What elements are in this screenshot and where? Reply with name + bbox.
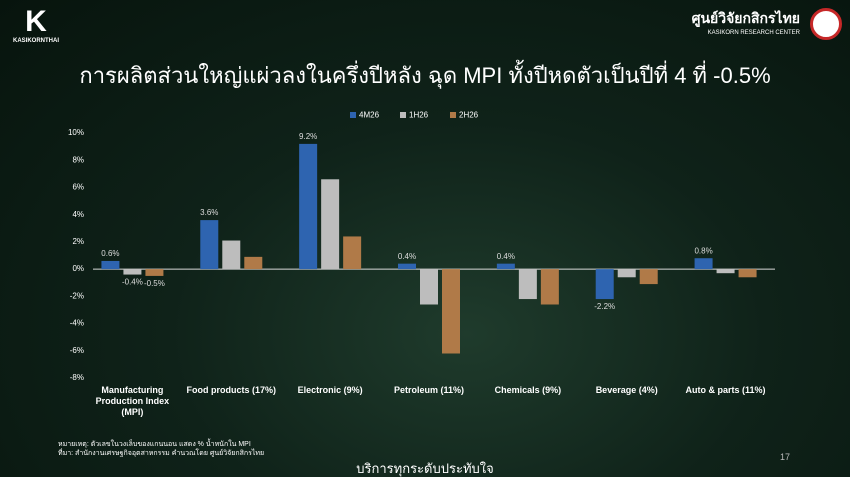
y-tick-label: 4%	[72, 210, 84, 219]
brand-en: KASIKORN RESEARCH CENTER	[707, 30, 800, 36]
bar	[420, 269, 438, 305]
x-tick-label: Beverage (4%)	[595, 385, 658, 395]
bar	[123, 269, 142, 275]
logo-mark: K	[25, 5, 47, 38]
notes: หมายเหตุ: ตัวเลขในวงเล็บของแกนนอน แสดง %…	[58, 440, 264, 458]
y-tick-label: 6%	[72, 183, 84, 192]
bar	[343, 236, 362, 270]
bar	[321, 179, 340, 270]
bar	[101, 260, 120, 270]
bar	[639, 269, 658, 285]
value-label: -2.2%	[594, 302, 615, 311]
y-tick-label: 0%	[72, 264, 84, 273]
bar	[738, 269, 757, 278]
bar	[398, 263, 416, 270]
value-label: 3.6%	[200, 208, 218, 217]
legend-swatch	[400, 112, 406, 118]
logo-text: KASIKORNTHAI	[13, 38, 59, 44]
bar	[595, 269, 614, 300]
x-tick-label: Food products (17%)	[186, 385, 277, 395]
bar	[540, 269, 559, 305]
bar	[244, 256, 263, 270]
brand-th: ศูนย์วิจัยกสิกรไทย	[691, 10, 800, 26]
bar	[617, 269, 636, 278]
value-label: 0.4%	[398, 252, 416, 261]
logo: K KASIKORNTHAI	[8, 5, 64, 45]
value-label: -0.5%	[144, 279, 165, 288]
legend-swatch	[350, 112, 356, 118]
slogan: บริการทุกระดับประทับใจ	[356, 461, 494, 476]
x-tick-label: Manufacturing Production Index (MPI)	[95, 385, 170, 417]
bar	[518, 269, 537, 300]
y-tick-label: -6%	[70, 346, 84, 355]
y-tick-label: 2%	[72, 237, 84, 246]
brand-icon	[810, 8, 842, 40]
x-tick-label: Auto & parts (11%)	[685, 385, 766, 395]
y-tick-label: -8%	[70, 373, 84, 382]
x-tick-label: Chemicals (9%)	[494, 385, 562, 395]
bar	[200, 220, 219, 270]
legend-label: 2H26	[459, 111, 479, 120]
bar	[694, 258, 713, 270]
value-label: -0.4%	[122, 278, 143, 287]
value-label: 0.8%	[694, 246, 712, 255]
legend-label: 4M26	[359, 111, 380, 120]
y-tick-label: 8%	[72, 155, 84, 164]
legend-swatch	[450, 112, 456, 118]
brand: ศูนย์วิจัยกสิกรไทย KASIKORN RESEARCH CEN…	[692, 8, 800, 36]
y-tick-label: -4%	[70, 319, 84, 328]
source: ที่มา: สำนักงานเศรษฐกิจอุตสาหกรรม คำนวณโ…	[58, 450, 265, 457]
bar	[442, 269, 460, 354]
y-tick-label: 10%	[68, 128, 84, 137]
bar	[222, 240, 241, 270]
legend-label: 1H26	[409, 111, 429, 120]
bar	[145, 269, 164, 276]
page-number: 17	[779, 452, 790, 462]
bar	[716, 269, 735, 274]
value-label: 0.6%	[101, 249, 119, 258]
x-tick-label: Electronic (9%)	[297, 385, 363, 395]
chart-title: การผลิตส่วนใหญ่แผ่วลงในครึ่งปีหลัง ฉุด M…	[79, 63, 771, 88]
value-label: 9.2%	[299, 132, 317, 141]
bar	[299, 143, 318, 270]
note: หมายเหตุ: ตัวเลขในวงเล็บของแกนนอน แสดง %…	[58, 441, 251, 448]
value-label: 0.4%	[497, 252, 515, 261]
bar	[496, 263, 515, 270]
y-tick-label: -2%	[70, 291, 84, 300]
x-tick-label: Petroleum (11%)	[393, 385, 465, 395]
